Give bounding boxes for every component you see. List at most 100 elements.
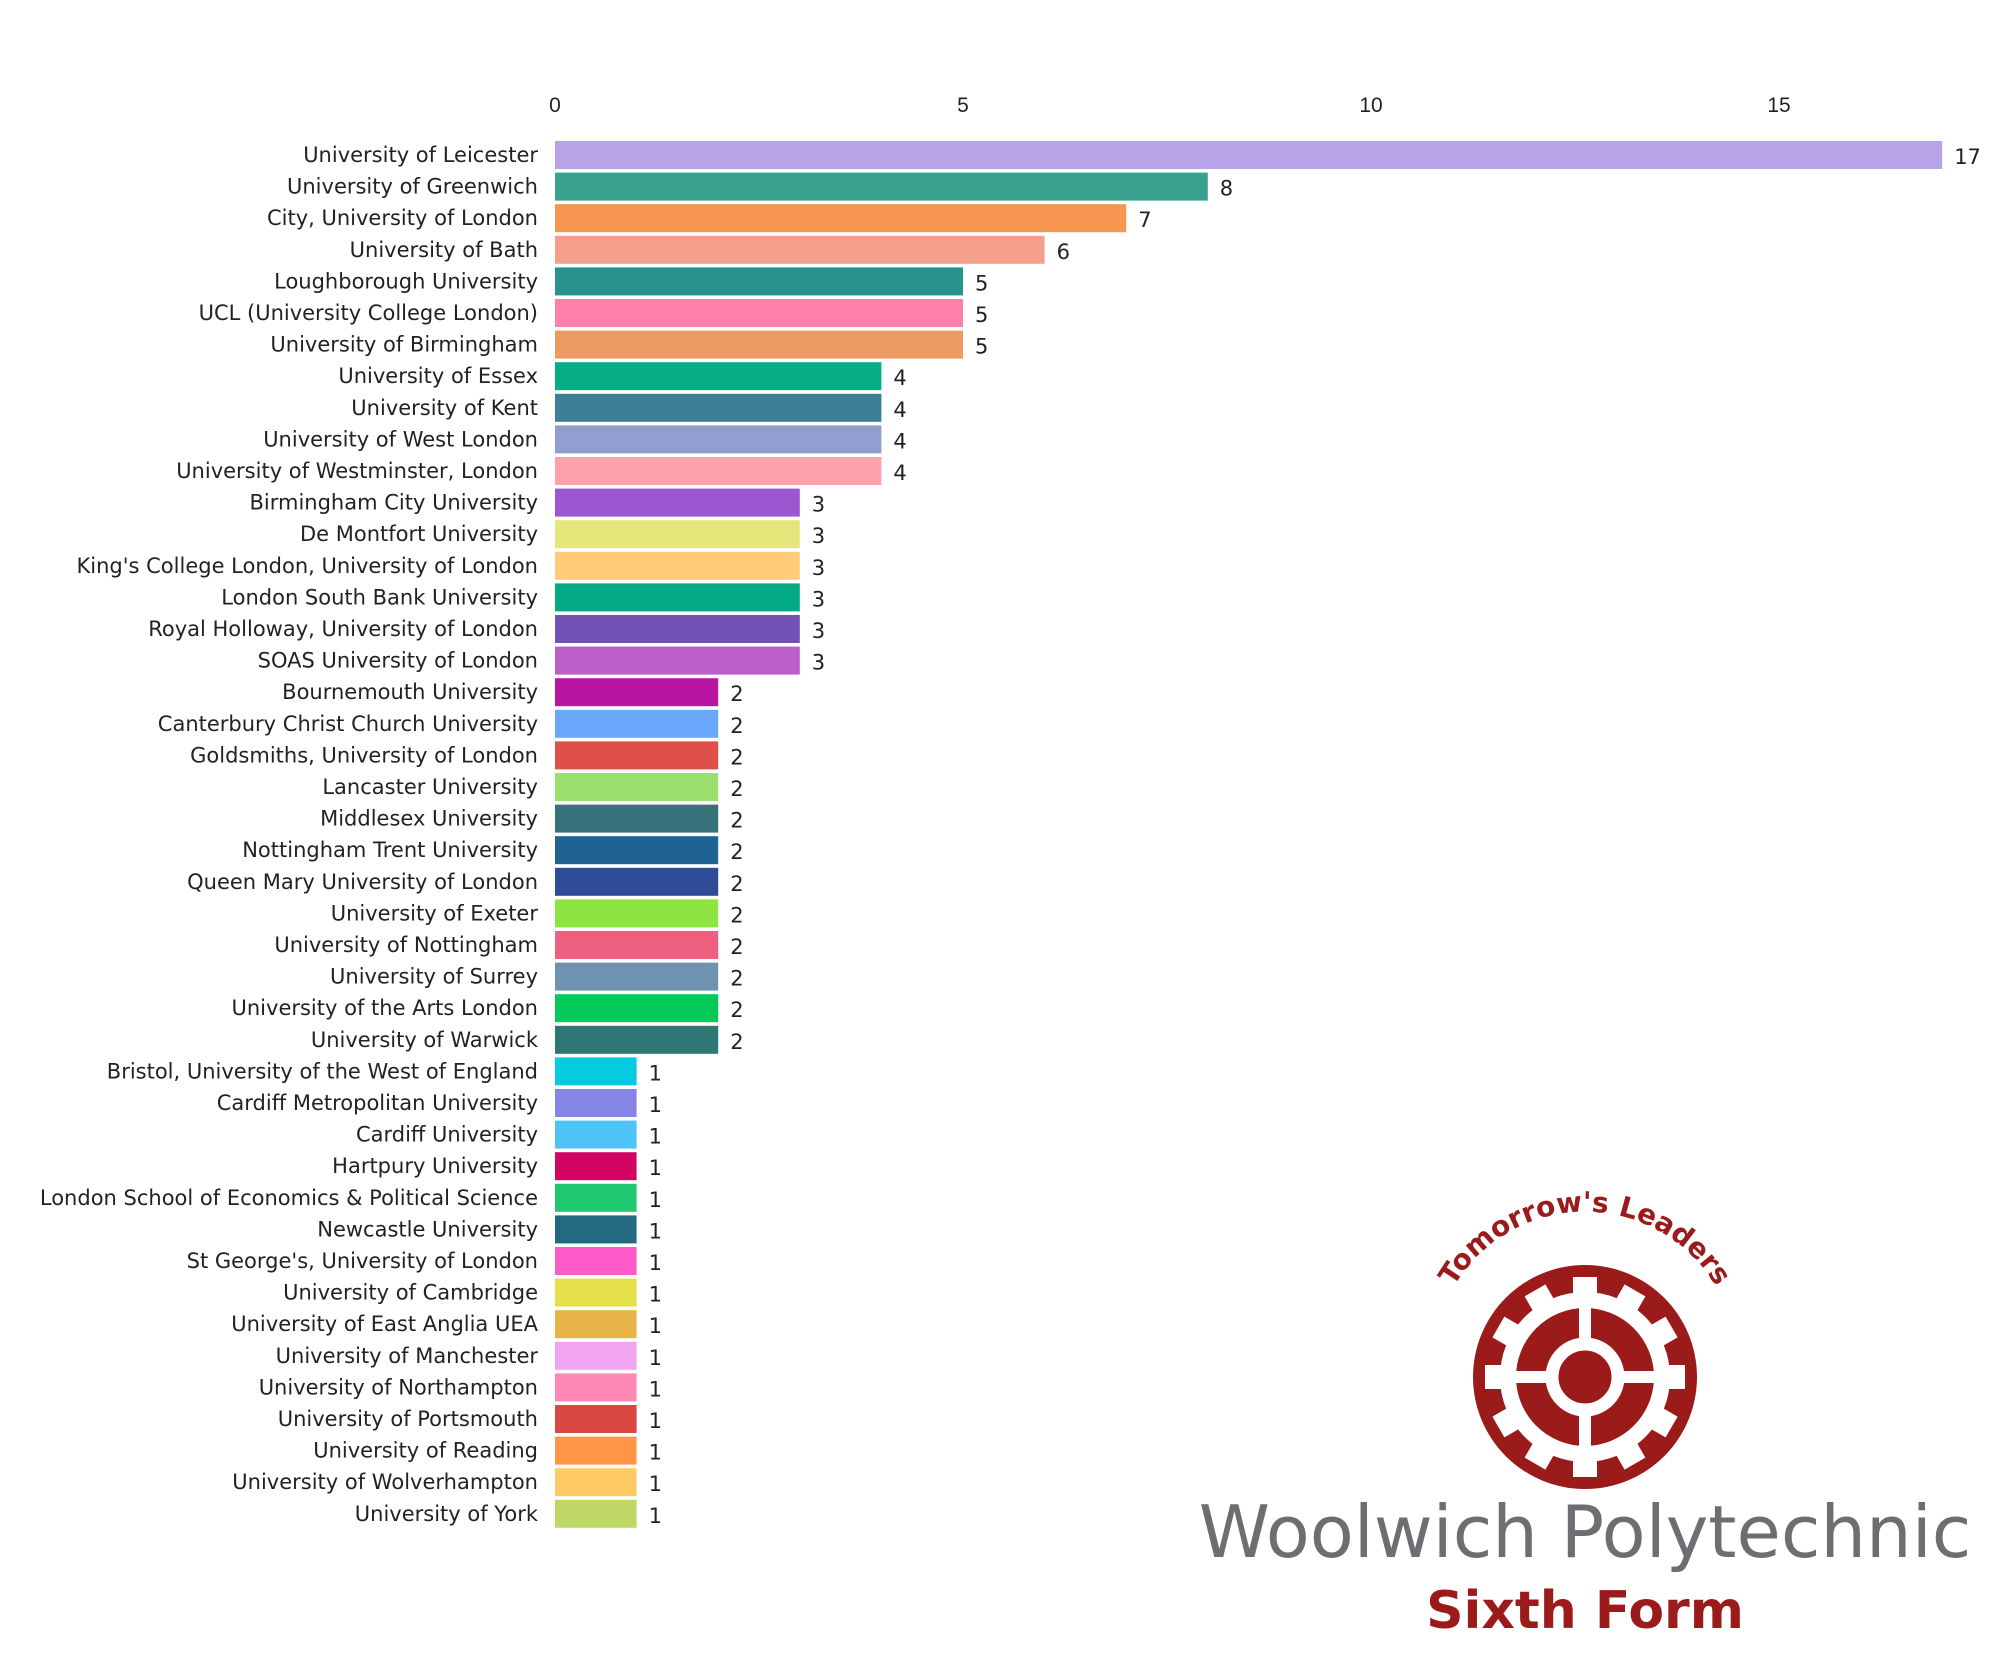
category-label-25: University of Nottingham xyxy=(274,933,538,957)
value-label-40: 1 xyxy=(649,1409,662,1433)
category-label-37: University of East Anglia UEA xyxy=(231,1312,538,1336)
bar-28 xyxy=(555,1025,719,1054)
value-label-33: 1 xyxy=(649,1188,662,1212)
bar-7 xyxy=(555,362,882,391)
x-tick-label-1: 5 xyxy=(957,94,969,117)
gear-icon xyxy=(1473,1265,1697,1489)
value-label-2: 7 xyxy=(1138,208,1151,232)
category-label-32: Hartpury University xyxy=(332,1154,538,1178)
value-label-35: 1 xyxy=(649,1251,662,1275)
bar-5 xyxy=(555,299,963,327)
category-label-20: Lancaster University xyxy=(322,775,538,799)
category-label-35: St George's, University of London xyxy=(187,1249,538,1273)
category-label-39: University of Northampton xyxy=(259,1375,538,1399)
category-label-40: University of Portsmouth xyxy=(278,1407,538,1431)
value-label-42: 1 xyxy=(649,1472,662,1496)
category-label-31: Cardiff University xyxy=(356,1123,538,1147)
value-label-16: 3 xyxy=(812,651,825,675)
value-labels: 17 8 7 6 5 5 5 4 4 4 4 3 3 3 3 3 3 2 2 2 2 2 2 2 2 2 2 2 2 1 1 1 1 1 1 1 1 1 1… xyxy=(649,145,1981,1528)
bar-25 xyxy=(555,931,719,959)
value-label-38: 1 xyxy=(649,1346,662,1370)
value-label-8: 4 xyxy=(893,398,906,422)
category-label-34: Newcastle University xyxy=(317,1217,538,1241)
bar-18 xyxy=(555,709,719,738)
category-label-10: University of Westminster, London xyxy=(176,459,538,483)
category-label-38: University of Manchester xyxy=(276,1344,539,1368)
x-tick-label-2: 10 xyxy=(1359,94,1382,117)
value-label-26: 2 xyxy=(730,967,743,991)
category-label-13: King's College London, University of Lon… xyxy=(77,554,539,578)
value-label-18: 2 xyxy=(730,714,743,738)
value-label-34: 1 xyxy=(649,1219,662,1243)
bar-15 xyxy=(555,615,800,643)
category-label-24: University of Exeter xyxy=(331,901,539,925)
bar-41 xyxy=(555,1436,637,1465)
bar-4 xyxy=(555,267,963,296)
value-label-31: 1 xyxy=(649,1125,662,1149)
bar-13 xyxy=(555,551,800,580)
gear-tooth xyxy=(1524,1438,1557,1470)
bar-16 xyxy=(555,646,800,675)
value-label-24: 2 xyxy=(730,903,743,927)
gear-tooth xyxy=(1646,1316,1678,1349)
gear-tooth xyxy=(1524,1284,1557,1316)
category-label-19: Goldsmiths, University of London xyxy=(190,743,538,767)
category-label-23: Queen Mary University of London xyxy=(187,870,538,894)
value-label-15: 3 xyxy=(812,619,825,643)
value-label-20: 2 xyxy=(730,777,743,801)
bar-11 xyxy=(555,488,800,517)
gear-tooth xyxy=(1492,1405,1524,1438)
value-label-37: 1 xyxy=(649,1314,662,1338)
x-tick-label-0: 0 xyxy=(549,94,561,117)
value-label-22: 2 xyxy=(730,840,743,864)
bar-34 xyxy=(555,1215,637,1244)
gear-tooth xyxy=(1663,1365,1685,1389)
category-label-4: Loughborough University xyxy=(274,269,538,293)
category-label-8: University of Kent xyxy=(351,396,538,420)
bar-24 xyxy=(555,899,719,928)
bar-31 xyxy=(555,1120,637,1149)
logo-name: Woolwich Polytechnic xyxy=(1199,1490,1972,1574)
bar-32 xyxy=(555,1152,637,1181)
category-label-1: University of Greenwich xyxy=(287,175,538,199)
value-label-17: 2 xyxy=(730,682,743,706)
logo-subtitle: Sixth Form xyxy=(1426,1581,1744,1641)
category-label-42: University of Wolverhampton xyxy=(232,1470,538,1494)
category-label-36: University of Cambridge xyxy=(283,1281,538,1305)
bar-22 xyxy=(555,836,719,865)
category-label-33: London School of Economics & Political S… xyxy=(40,1186,538,1210)
value-label-10: 4 xyxy=(893,461,906,485)
value-label-1: 8 xyxy=(1220,177,1233,201)
value-label-7: 4 xyxy=(893,366,906,390)
bar-23 xyxy=(555,867,719,896)
category-label-21: Middlesex University xyxy=(320,807,538,831)
bar-14 xyxy=(555,583,800,612)
bar-43 xyxy=(555,1499,637,1528)
value-label-25: 2 xyxy=(730,935,743,959)
bar-29 xyxy=(555,1057,637,1086)
value-label-14: 3 xyxy=(812,587,825,611)
bar-39 xyxy=(555,1373,637,1402)
category-label-43: University of York xyxy=(355,1502,539,1526)
category-label-26: University of Surrey xyxy=(330,965,538,989)
x-axis-ticks: 0 5 10 15 xyxy=(549,94,1791,117)
category-labels: University of Leicester University of Gre… xyxy=(40,143,539,1526)
value-label-19: 2 xyxy=(730,745,743,769)
bar-30 xyxy=(555,1089,637,1117)
value-label-36: 1 xyxy=(649,1283,662,1307)
value-label-28: 2 xyxy=(730,1030,743,1054)
bar-42 xyxy=(555,1468,637,1497)
value-label-41: 1 xyxy=(649,1441,662,1465)
category-label-9: University of West London xyxy=(263,427,538,451)
category-label-11: Birmingham City University xyxy=(249,491,538,515)
category-label-15: Royal Holloway, University of London xyxy=(148,617,538,641)
value-label-3: 6 xyxy=(1057,240,1070,264)
gear-target-ring xyxy=(1545,1337,1625,1417)
category-label-7: University of Essex xyxy=(338,364,538,388)
category-label-16: SOAS University of London xyxy=(258,649,538,673)
school-logo: Tomorrow's Leaders Woolwich Polytechnic … xyxy=(1199,1185,1972,1641)
bar-26 xyxy=(555,962,719,991)
category-label-14: London South Bank University xyxy=(221,585,538,609)
bar-10 xyxy=(555,457,882,485)
category-label-5: UCL (University College London) xyxy=(199,301,538,325)
